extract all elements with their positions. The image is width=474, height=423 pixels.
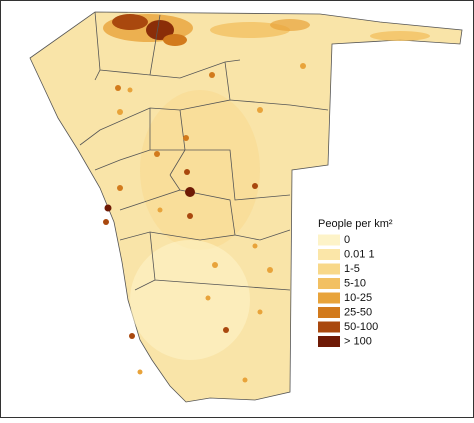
- legend-label: 25-50: [344, 306, 372, 318]
- legend-label: 10-25: [344, 292, 372, 304]
- legend-label: 0: [344, 234, 350, 246]
- legend-swatch: [318, 263, 340, 275]
- legend-swatch: [318, 321, 340, 333]
- legend-label: 0.01 1: [344, 248, 375, 260]
- legend-label: > 100: [344, 335, 372, 347]
- country: [29, 11, 463, 403]
- legend-label: 50-100: [344, 321, 378, 333]
- legend-title: People per km²: [318, 218, 393, 230]
- legend: People per km² 0 0.01 1 1-5 5-10 10-25 25-50 5…: [318, 218, 393, 347]
- legend-swatch: [318, 292, 340, 304]
- legend-label: 1-5: [344, 263, 360, 275]
- legend-swatch: [318, 307, 340, 318]
- legend-swatch: [318, 278, 340, 289]
- legend-swatch: [318, 234, 340, 246]
- legend-swatch: [318, 249, 340, 260]
- settlements: [103, 63, 306, 383]
- legend-swatch: [318, 336, 340, 347]
- legend-label: 5-10: [344, 277, 366, 289]
